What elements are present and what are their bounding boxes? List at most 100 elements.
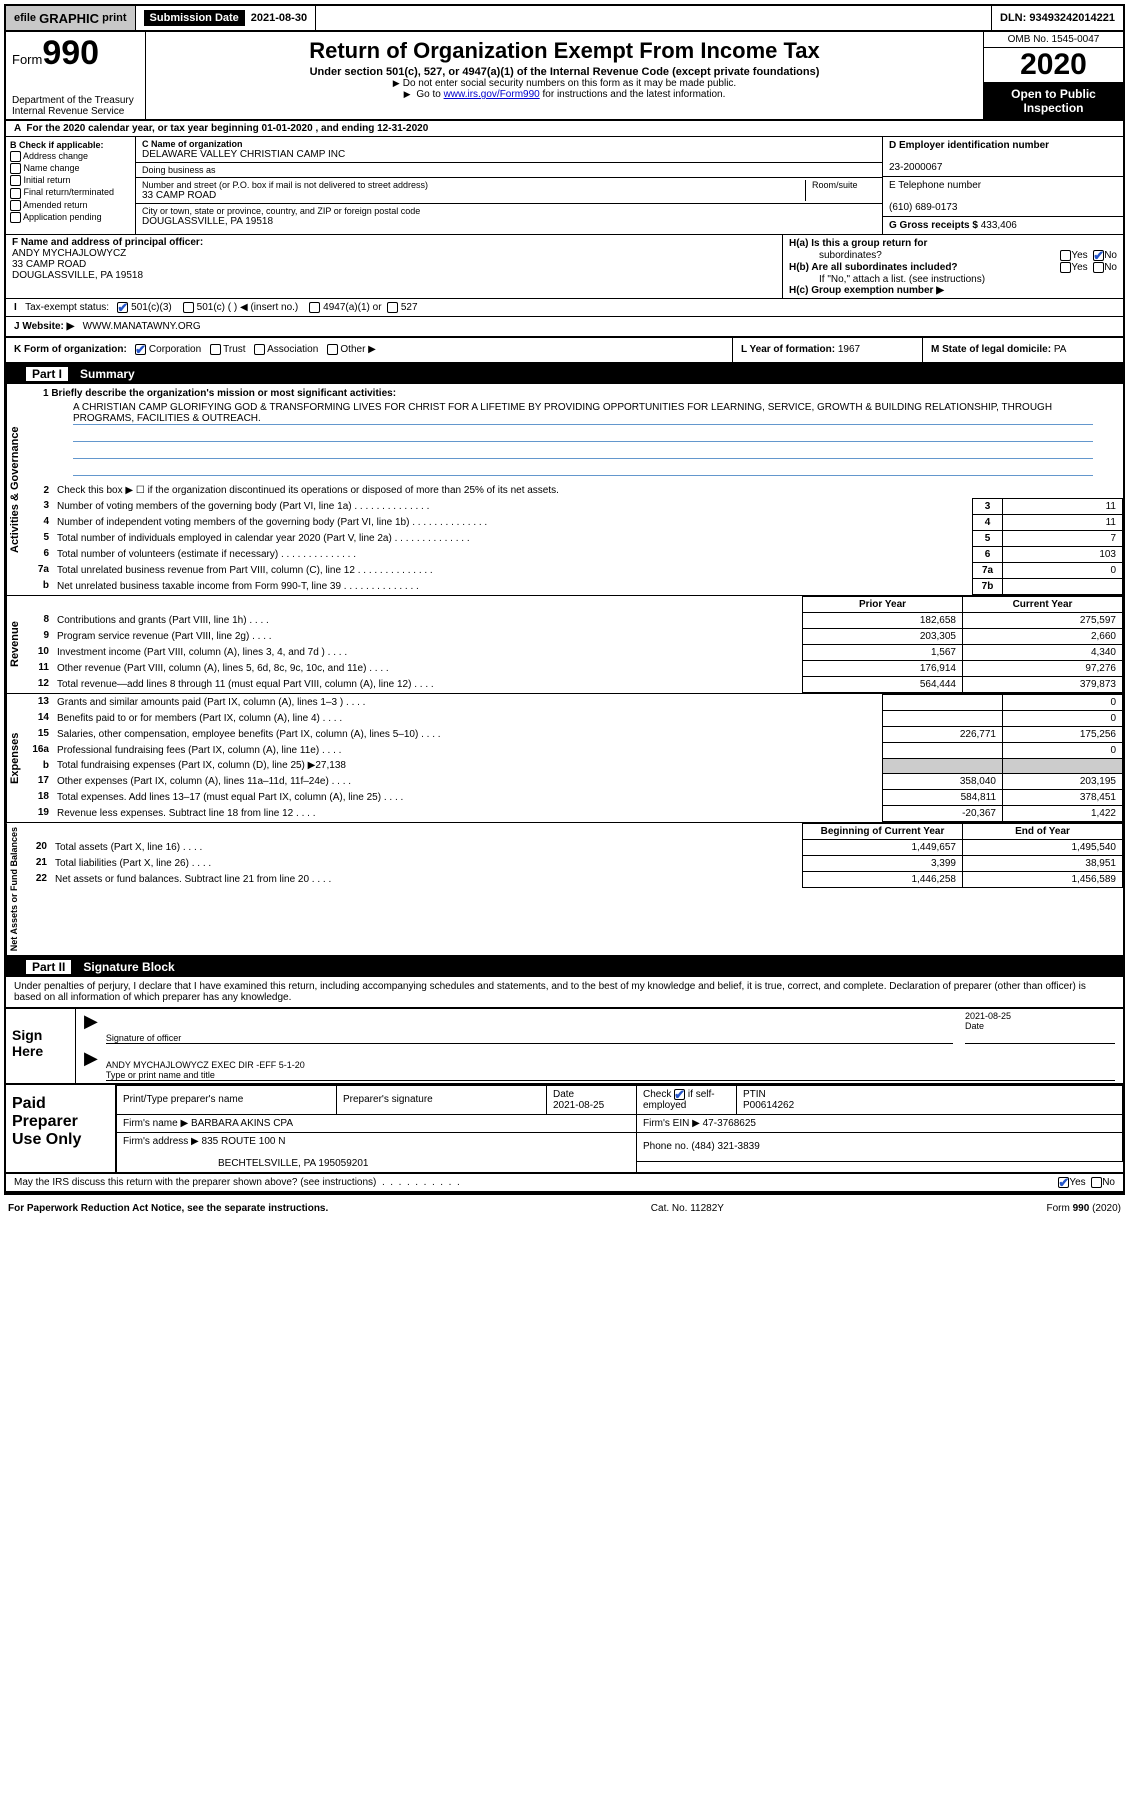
mission-line-2 [73, 428, 1093, 442]
mission-text: A CHRISTIAN CAMP GLORIFYING GOD & TRANSF… [73, 402, 1093, 425]
sig-name: ANDY MYCHAJLOWYCZ EXEC DIR -EFF 5-1-20 [106, 1060, 305, 1070]
form-number: Form990 [12, 34, 139, 73]
form-title: Return of Organization Exempt From Incom… [154, 38, 975, 64]
header: Form990 Department of the Treasury Inter… [6, 32, 1123, 121]
prep-self: Check if self-employed [637, 1085, 737, 1114]
j-value: WWW.MANATAWNY.ORG [83, 321, 201, 332]
hb-yes: Yes [1071, 262, 1087, 273]
opt-4: Amended return [23, 200, 88, 210]
signature-block: Under penalties of perjury, I declare th… [6, 977, 1123, 1193]
box-k: K Form of organization: Corporation Trus… [6, 338, 733, 361]
prep-h2: Preparer's signature [337, 1085, 547, 1114]
box-h: H(a) Is this a group return for subordin… [783, 235, 1123, 298]
part2-num: Part II [26, 960, 71, 974]
part1-title: Summary [80, 367, 135, 381]
sig-name-label: Type or print name and title [106, 1070, 215, 1080]
mission-line-4 [73, 462, 1093, 476]
public2: Inspection [988, 101, 1119, 115]
opt-pending: Application pending [10, 212, 131, 223]
opt-5: Application pending [23, 212, 102, 222]
dba-cell: Doing business as [136, 163, 882, 178]
dln: DLN: 93493242014221 [992, 6, 1123, 30]
efile-prefix: efile [14, 12, 36, 24]
tax-status-row: I Tax-exempt status: 501(c)(3) 501(c) ( … [6, 299, 1123, 317]
prep-table: Print/Type preparer's name Preparer's si… [116, 1085, 1123, 1172]
prep-label: Paid Preparer Use Only [6, 1085, 116, 1172]
prep-h4-pre: Check [643, 1089, 671, 1100]
box-c: C Name of organization DELAWARE VALLEY C… [136, 137, 883, 234]
f-name: ANDY MYCHAJLOWYCZ [12, 248, 126, 259]
dln-value: 93493242014221 [1029, 12, 1115, 24]
expenses-table: 13Grants and similar amounts paid (Part … [23, 694, 1123, 822]
sig-date-val: 2021-08-25 [965, 1011, 1011, 1021]
dept: Department of the Treasury Internal Reve… [12, 95, 139, 117]
submission-date-label: Submission Date [144, 10, 245, 26]
k-other: Other ▶ [340, 345, 375, 356]
omb-number: OMB No. 1545-0047 [984, 32, 1123, 48]
h-b: H(b) Are all subordinates included? Yes … [789, 262, 1117, 273]
firm-ein: 47-3768625 [703, 1118, 756, 1129]
revenue-section: Revenue Prior YearCurrent Year8Contribut… [6, 596, 1123, 694]
phone-value: (610) 689-0173 [889, 202, 957, 213]
ha-label: H(a) Is this a group return for [789, 238, 927, 249]
form-subtitle: Under section 501(c), 527, or 4947(a)(1)… [154, 66, 975, 78]
prep-h5: PTIN [743, 1089, 766, 1100]
part1-num: Part I [26, 367, 68, 381]
public-inspection: Open to Public Inspection [984, 83, 1123, 119]
sig-officer-field: Signature of officer [106, 1011, 953, 1044]
form-note-2: Go to www.irs.gov/Form990 for instructio… [154, 89, 975, 100]
part2-title: Signature Block [83, 960, 174, 974]
tax-527: 527 [401, 302, 418, 313]
revenue-label: Revenue [6, 596, 23, 693]
tax-4947: 4947(a)(1) or [323, 302, 381, 313]
sig-date-field: 2021-08-25Date [965, 1011, 1115, 1044]
form-word: Form [12, 52, 42, 67]
opt-0: Address change [23, 151, 88, 161]
prep-h3: Date [553, 1089, 574, 1100]
prep-date-val: 2021-08-25 [553, 1100, 604, 1111]
m-label: M State of legal domicile: [931, 344, 1051, 355]
sig-line-1: ▶ Signature of officer 2021-08-25Date [76, 1009, 1123, 1046]
city: DOUGLASSVILLE, PA 19518 [142, 216, 876, 227]
dba-label: Doing business as [142, 165, 876, 175]
public1: Open to Public [988, 87, 1119, 101]
prep-date: Date2021-08-25 [547, 1085, 637, 1114]
firm-ein-label: Firm's EIN ▶ [643, 1118, 700, 1129]
room-label: Room/suite [806, 180, 876, 201]
sign-here-row: Sign Here ▶ Signature of officer 2021-08… [6, 1007, 1123, 1083]
sig-arrow-icon: ▶ [84, 1011, 98, 1044]
submission-date: Submission Date 2021-08-30 [136, 6, 317, 30]
footer-right: Form 990 (2020) [1047, 1203, 1122, 1214]
penalty-text: Under penalties of perjury, I declare th… [6, 977, 1123, 1007]
discuss-no: No [1102, 1177, 1115, 1188]
form-990-page: efile GRAPHIC print Submission Date 2021… [4, 4, 1125, 1195]
activities-section: Activities & Governance 1 Briefly descri… [6, 384, 1123, 596]
opt-name-change: Name change [10, 163, 131, 174]
gross-label: G Gross receipts $ [889, 220, 978, 231]
firm-addr-label: Firm's address ▶ [123, 1136, 199, 1147]
f-addr: 33 CAMP ROAD [12, 259, 86, 270]
header-mid: Return of Organization Exempt From Incom… [146, 32, 983, 119]
opt-initial: Initial return [10, 175, 131, 186]
gross-value: 433,406 [981, 220, 1017, 231]
opt-address-change: Address change [10, 151, 131, 162]
sig-arrow-icon-2: ▶ [84, 1048, 98, 1081]
box-b-title: B Check if applicable: [10, 140, 104, 150]
firm-name-cell: Firm's name ▶ BARBARA AKINS CPA [117, 1114, 637, 1132]
opt-final: Final return/terminated [10, 187, 131, 198]
footer-right-pre: Form [1047, 1203, 1070, 1214]
netassets-section: Net Assets or Fund Balances Beginning of… [6, 823, 1123, 957]
mission-block: 1 Briefly describe the organization's mi… [23, 384, 1123, 483]
hc-label: H(c) Group exemption number ▶ [789, 285, 944, 296]
net-table: Beginning of Current YearEnd of Year20To… [21, 823, 1123, 888]
footer-left: For Paperwork Reduction Act Notice, see … [8, 1203, 328, 1214]
tax-c: 501(c) ( ) ◀ (insert no.) [197, 302, 299, 313]
page-footer: For Paperwork Reduction Act Notice, see … [0, 1199, 1129, 1218]
irs-link[interactable]: www.irs.gov/Form990 [444, 89, 540, 100]
ha-no: No [1104, 250, 1117, 261]
header-left: Form990 Department of the Treasury Inter… [6, 32, 146, 119]
org-name: DELAWARE VALLEY CHRISTIAN CAMP INC [142, 149, 876, 160]
discuss-q: May the IRS discuss this return with the… [14, 1177, 376, 1188]
box-m: M State of legal domicile: PA [923, 338, 1123, 361]
tax-year: 2020 [984, 48, 1123, 83]
